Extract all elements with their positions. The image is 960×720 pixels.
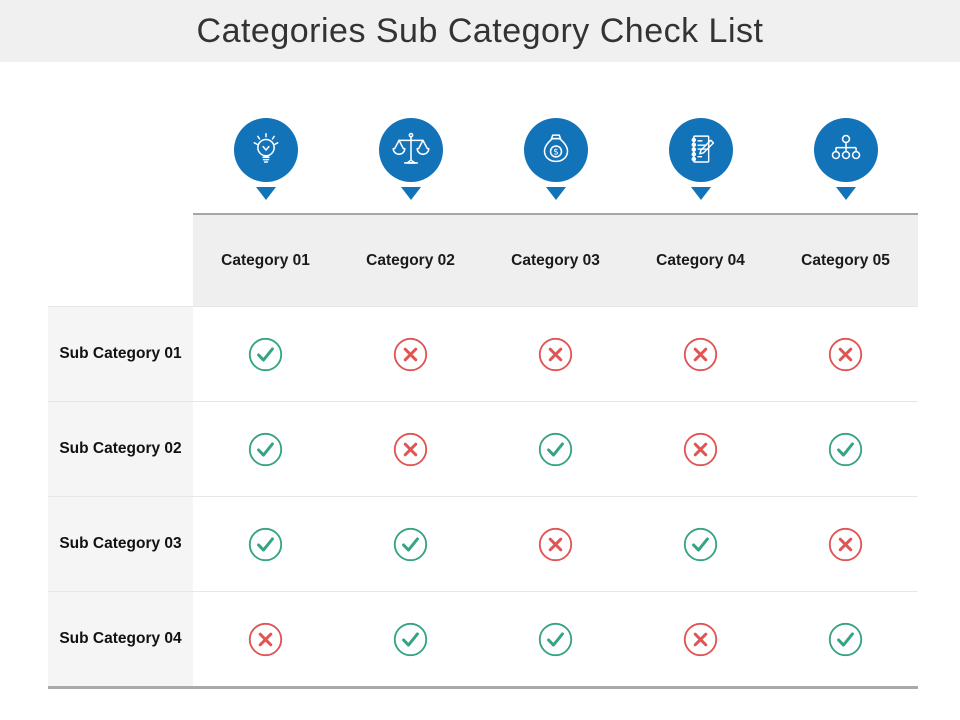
cross-icon <box>247 621 284 658</box>
cross-icon <box>682 336 719 373</box>
status-cell <box>338 402 483 496</box>
status-cell <box>193 307 338 401</box>
check-icon <box>392 621 429 658</box>
page-title: Categories Sub Category Check List <box>196 11 764 50</box>
cross-icon <box>537 526 574 563</box>
pointer-down-icon <box>545 187 566 200</box>
cross-icon <box>392 431 429 468</box>
status-cell <box>628 307 773 401</box>
balance-scale-icon <box>378 118 443 182</box>
notepad-pencil-icon <box>668 118 733 182</box>
check-icon <box>537 431 574 468</box>
check-icon <box>537 621 574 658</box>
column-header: Category 03 <box>511 251 600 269</box>
column-header: Category 01 <box>221 251 310 269</box>
money-bag-marker: $ <box>483 118 628 200</box>
hierarchy-marker <box>773 118 918 200</box>
table-header-row: Category 01 Category 02 Category 03 Categor… <box>48 213 918 306</box>
table-body: Sub Category 01 Sub Category 02 Sub Catego… <box>48 306 918 686</box>
status-cell <box>773 592 918 686</box>
checklist-table: Category 01 Category 02 Category 03 Categor… <box>48 213 918 689</box>
row-label: Sub Category 02 <box>48 402 193 496</box>
column-header: Category 05 <box>801 251 890 269</box>
row-cells <box>193 402 918 496</box>
hierarchy-icon <box>813 118 878 182</box>
cross-icon <box>827 336 864 373</box>
category-icons-row: $ <box>193 118 918 200</box>
cross-icon <box>682 431 719 468</box>
status-cell <box>483 402 628 496</box>
money-bag-icon: $ <box>523 118 588 182</box>
row-label: Sub Category 04 <box>48 592 193 686</box>
row-cells <box>193 307 918 401</box>
check-icon <box>827 431 864 468</box>
status-cell <box>628 592 773 686</box>
status-cell <box>483 307 628 401</box>
check-icon <box>247 336 284 373</box>
row-label: Sub Category 01 <box>48 307 193 401</box>
status-cell <box>773 497 918 591</box>
title-band: Categories Sub Category Check List <box>0 0 960 62</box>
check-icon <box>247 526 284 563</box>
table-row: Sub Category 02 <box>48 401 918 496</box>
status-cell <box>338 592 483 686</box>
status-cell <box>338 497 483 591</box>
status-cell <box>628 497 773 591</box>
row-label: Sub Category 03 <box>48 497 193 591</box>
status-cell <box>483 592 628 686</box>
cross-icon <box>537 336 574 373</box>
pointer-down-icon <box>255 187 276 200</box>
table-row: Sub Category 03 <box>48 496 918 591</box>
status-cell <box>483 497 628 591</box>
status-cell <box>193 592 338 686</box>
row-cells <box>193 497 918 591</box>
pointer-down-icon <box>835 187 856 200</box>
lightbulb-marker <box>193 118 338 200</box>
header-spacer <box>48 213 193 306</box>
cross-icon <box>392 336 429 373</box>
row-cells <box>193 592 918 686</box>
check-icon <box>682 526 719 563</box>
cross-icon <box>682 621 719 658</box>
notepad-pencil-marker <box>628 118 773 200</box>
lightbulb-icon <box>233 118 298 182</box>
svg-text:$: $ <box>553 148 558 158</box>
status-cell <box>628 402 773 496</box>
status-cell <box>338 307 483 401</box>
status-cell <box>193 497 338 591</box>
check-icon <box>392 526 429 563</box>
table-row: Sub Category 04 <box>48 591 918 686</box>
status-cell <box>773 307 918 401</box>
balance-scale-marker <box>338 118 483 200</box>
table-row: Sub Category 01 <box>48 306 918 401</box>
pointer-down-icon <box>690 187 711 200</box>
check-icon <box>247 431 284 468</box>
status-cell <box>193 402 338 496</box>
table-bottom-border <box>48 686 918 689</box>
status-cell <box>773 402 918 496</box>
cross-icon <box>827 526 864 563</box>
column-header: Category 04 <box>656 251 745 269</box>
check-icon <box>827 621 864 658</box>
column-header: Category 02 <box>366 251 455 269</box>
column-headers: Category 01 Category 02 Category 03 Categor… <box>193 213 918 306</box>
pointer-down-icon <box>400 187 421 200</box>
